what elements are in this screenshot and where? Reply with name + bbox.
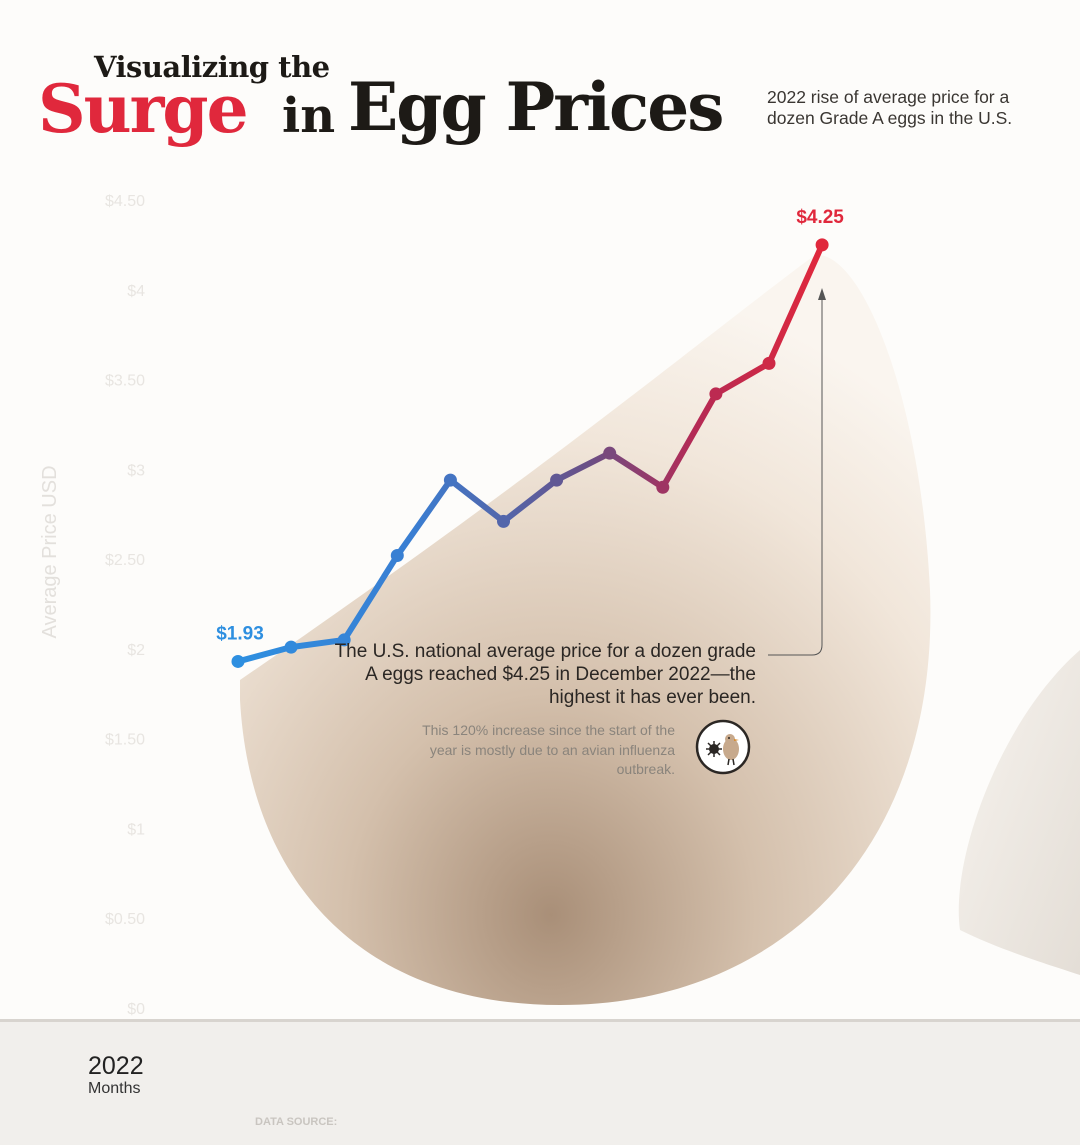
data-point xyxy=(337,633,351,647)
callout-connector xyxy=(768,292,823,656)
y-tick-label: $2.50 xyxy=(105,552,145,569)
series-line xyxy=(235,241,826,665)
data-source-label: DATA SOURCE: xyxy=(255,1116,338,1128)
title-top: Visualizing the xyxy=(94,50,330,84)
data-point xyxy=(550,473,564,487)
y-tick-label: $2 xyxy=(127,642,145,659)
annotation-sub: This 120% increase since the start of th… xyxy=(422,722,675,777)
data-point xyxy=(709,387,723,401)
data-point xyxy=(390,549,404,563)
data-point xyxy=(284,640,298,654)
title-main: Egg Prices xyxy=(348,68,724,146)
title-block: Visualizing the Surge in Egg Prices xyxy=(38,48,758,148)
y-tick-label: $1.50 xyxy=(105,732,145,749)
data-point xyxy=(762,356,776,370)
data-point xyxy=(497,514,510,528)
callout-arrowhead xyxy=(818,288,826,300)
data-label: $1.93 xyxy=(216,623,264,644)
y-tick-label: $4 xyxy=(127,283,145,300)
y-tick-label: $1 xyxy=(127,821,145,838)
egg-illustration xyxy=(240,254,931,1005)
subtitle: 2022 rise of average price for a dozen G… xyxy=(767,87,1013,128)
y-tick-label: $3.50 xyxy=(105,373,145,390)
avian-influenza-icon xyxy=(695,719,751,775)
y-tick-label: $0.50 xyxy=(105,911,145,928)
y-tick-label: $3 xyxy=(127,462,145,479)
title-surge: Surge xyxy=(38,70,249,148)
y-tick-label: $4.50 xyxy=(105,193,145,210)
data-labels: $1.93 $4.25 xyxy=(216,207,844,645)
year-label: 2022 xyxy=(88,1052,144,1080)
data-point xyxy=(815,238,829,252)
months-label: Months xyxy=(88,1080,141,1097)
x-axis-band xyxy=(0,1022,1080,1145)
egg-shell-fragment xyxy=(958,650,1080,975)
data-label: $4.25 xyxy=(796,207,844,228)
y-axis-ticks: $4.50 $4 $3.50 $3 $2.50 $2 $1.50 $1 $0.50 $0 xyxy=(105,193,145,1018)
y-axis-label: Average Price USD xyxy=(39,465,61,638)
data-point xyxy=(231,654,245,668)
annotation-main: The U.S. national average price for a do… xyxy=(334,641,756,708)
price-series xyxy=(231,238,829,668)
data-point xyxy=(656,480,670,494)
data-point xyxy=(603,446,617,460)
y-tick-label: $0 xyxy=(127,1001,145,1018)
data-point xyxy=(443,473,457,487)
title-in: in xyxy=(282,88,336,144)
x-axis-line xyxy=(0,1019,1080,1023)
